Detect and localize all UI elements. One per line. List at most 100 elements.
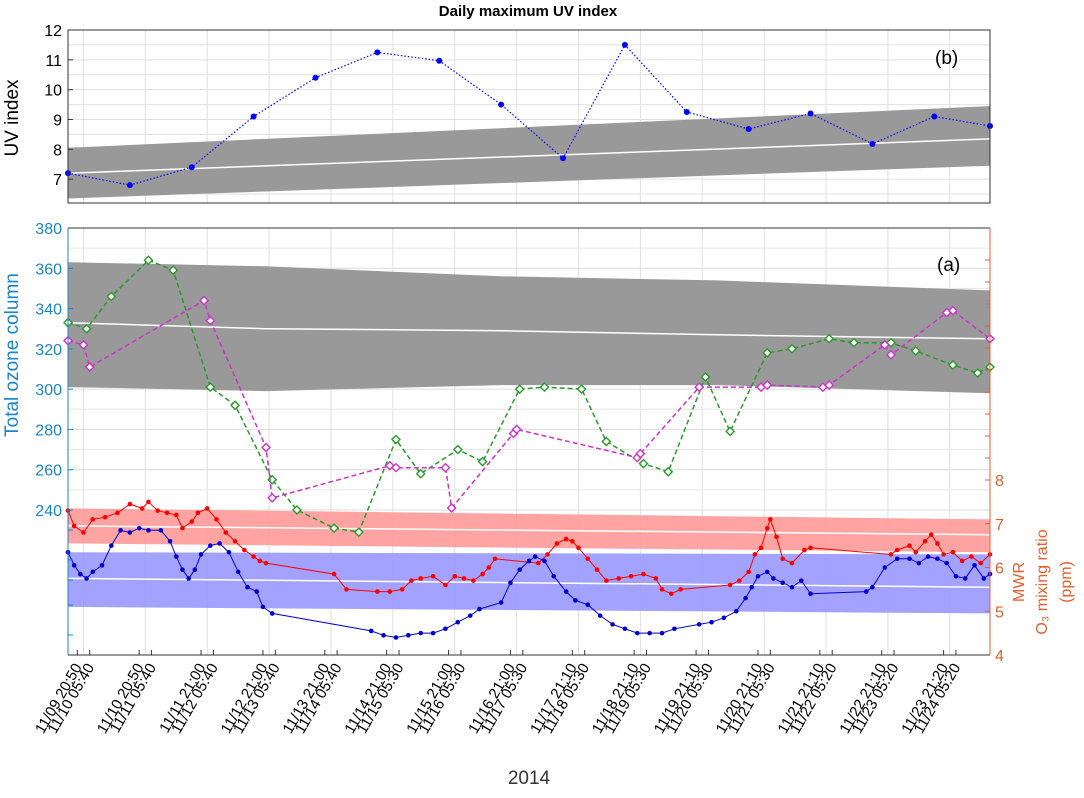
panel-a-point-2 xyxy=(251,554,256,559)
panel-a-point-0 xyxy=(390,434,401,445)
panel-a-point-3 xyxy=(90,569,96,575)
panel-a-point-3 xyxy=(962,576,968,581)
panel-a-point-2 xyxy=(214,517,219,522)
panel-b-point xyxy=(436,57,443,64)
panel-a-point-2 xyxy=(727,582,733,588)
panel-a-point-2 xyxy=(746,569,751,575)
panel-a-point-0 xyxy=(886,337,896,348)
panel-b-point xyxy=(807,110,814,117)
panel-a-point-2 xyxy=(789,560,795,566)
panel-a-point-0 xyxy=(663,466,674,477)
panel-a-point-1 xyxy=(446,502,457,513)
panel-a-point-3 xyxy=(696,622,702,627)
panel-a-point-0 xyxy=(143,255,154,266)
panel-a-point-1 xyxy=(947,305,958,316)
panel-a-point-2 xyxy=(594,567,600,572)
panel-a-point-0 xyxy=(601,436,612,447)
panel-a-ytick-right-label: 8 xyxy=(995,473,1004,490)
panel-a-point-1 xyxy=(390,462,401,473)
panel-a-point-3 xyxy=(508,580,513,586)
panel-a-point-0 xyxy=(700,372,711,383)
panel-a-point-3 xyxy=(709,619,714,625)
panel-b-point xyxy=(374,49,381,56)
panel-a-point-3 xyxy=(733,608,739,614)
panel-a-ytick-left-label: 380 xyxy=(35,221,62,238)
panel-a-point-0 xyxy=(539,382,550,393)
panel-a-point-0 xyxy=(106,291,117,302)
panel-a-point-2 xyxy=(471,578,476,583)
panel-a-point-3 xyxy=(226,549,232,555)
panel-a-point-2 xyxy=(554,541,560,546)
panel-a-point-3 xyxy=(158,528,164,533)
panel-a-point-2 xyxy=(808,545,813,551)
panel-a-point-2 xyxy=(71,523,77,529)
panel-a-point-1 xyxy=(694,382,705,393)
panel-b-series xyxy=(65,41,993,189)
panel-a-point-3 xyxy=(118,528,123,533)
panel-a-point-3 xyxy=(71,563,77,568)
panel-a-point-1 xyxy=(205,315,216,326)
panel-a-point-2 xyxy=(888,552,894,557)
panel-a-point-2 xyxy=(669,591,674,597)
panel-a-point-3 xyxy=(477,606,482,612)
ozone-grey-band xyxy=(68,262,990,394)
panel-b-point xyxy=(188,164,195,171)
panel-a-point-2 xyxy=(907,543,912,548)
panel-a-point-2 xyxy=(375,589,380,594)
panel-a-point-2 xyxy=(492,556,498,562)
panel-a-point-0 xyxy=(824,333,835,344)
panel-a-point-0 xyxy=(576,384,587,395)
panel-a-point-0 xyxy=(514,384,525,395)
panel-a-bands xyxy=(67,262,991,614)
panel-a-point-3 xyxy=(208,543,213,548)
panel-a-point-3 xyxy=(944,560,949,566)
panel-a-point-3 xyxy=(870,584,875,590)
panel-a-ytick-right-label: 4 xyxy=(995,648,1004,665)
panel-a-point-3 xyxy=(916,560,922,566)
panel-a-ytick-left-label: 320 xyxy=(35,342,62,359)
panel-a-point-1 xyxy=(384,460,395,471)
panel-a-point-3 xyxy=(573,598,578,603)
panel-a-point-2 xyxy=(452,573,458,579)
panel-a-point-3 xyxy=(659,630,665,636)
panel-a-point-3 xyxy=(981,576,987,581)
panel-a-point-2 xyxy=(263,560,269,566)
panel-a-point-3 xyxy=(381,633,386,638)
panel-a-point-3 xyxy=(245,584,250,590)
panel-a-point-2 xyxy=(399,587,405,592)
panel-a-point-0 xyxy=(329,523,340,534)
panel-b-band-mean-line xyxy=(67,138,991,174)
panel-b-point xyxy=(126,182,133,189)
panel-a-ytick-left-label: 260 xyxy=(35,463,62,480)
panel-a-point-3 xyxy=(406,633,411,638)
panel-a-point-2 xyxy=(257,558,263,564)
panel-a-point-2 xyxy=(616,576,622,581)
panel-a-point-1 xyxy=(199,295,210,306)
panel-a-point-3 xyxy=(269,611,275,616)
panel-a-point-3 xyxy=(755,573,761,579)
panel-a-point-3 xyxy=(393,635,399,640)
panel-a-y-ticks-left: 240 260 280 300 320 340 360 380 xyxy=(35,221,73,636)
panel-a-ytick-right-label: 6 xyxy=(995,561,1004,578)
panel-a-point-2 xyxy=(443,582,448,588)
panel-a-point-0 xyxy=(230,400,241,411)
panel-a-point-0 xyxy=(762,347,773,358)
panel-a-series xyxy=(63,255,995,640)
panel-a-point-0 xyxy=(205,382,216,393)
panel-a-point-3 xyxy=(192,567,198,572)
panel-a-point-1 xyxy=(440,462,451,473)
panel-b-grey-band xyxy=(68,106,990,199)
panel-b-label: (b) xyxy=(935,48,958,69)
panel-a-point-2 xyxy=(774,534,779,540)
panel-a-point-1 xyxy=(635,448,646,459)
panel-b-point xyxy=(560,155,567,162)
panel-a-point-0 xyxy=(353,527,364,538)
panel-a-y-ticks-right: 4 5 6 7 8 xyxy=(985,259,1004,665)
panel-a-point-2 xyxy=(758,545,764,551)
panel-a-point-3 xyxy=(563,589,569,594)
panel-a-ytick-left-label: 360 xyxy=(35,261,62,278)
panel-a-point-3 xyxy=(542,558,547,564)
panel-a-ytick-left-label: 300 xyxy=(35,382,62,399)
panel-a-xlabel: 2014 xyxy=(508,768,551,789)
panel-a-point-3 xyxy=(498,600,504,605)
